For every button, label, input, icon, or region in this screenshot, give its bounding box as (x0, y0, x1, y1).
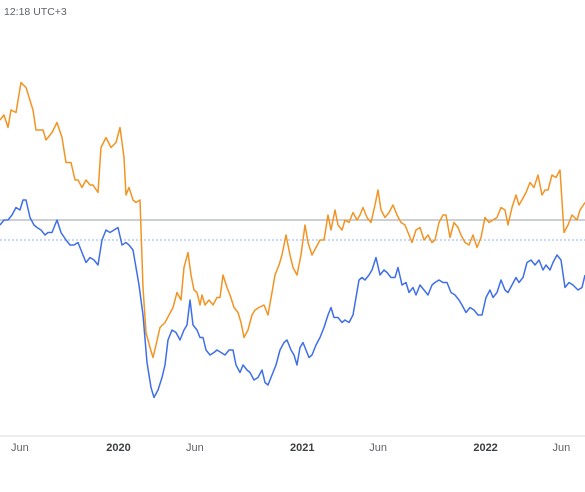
x-tick-label-6: 2022 (473, 442, 497, 454)
x-axis-ticks: Jun 2020 Jun 2021 Jun 2022 Jun (11, 442, 570, 454)
x-tick-label-4: 2021 (290, 442, 314, 454)
x-tick-label-3: Jun (186, 442, 204, 454)
timestamp-label: 12:18 UTC+3 (4, 6, 67, 18)
x-tick-label-7: Jun (553, 442, 571, 454)
series-line-1 (0, 81, 585, 359)
series-line-2 (0, 199, 585, 399)
reference-lines (0, 219, 585, 241)
x-tick-label-1: Jun (11, 442, 29, 454)
x-tick-label-2: 2020 (106, 442, 130, 454)
x-tick-label-5: Jun (369, 442, 387, 454)
series-lines (0, 81, 585, 399)
